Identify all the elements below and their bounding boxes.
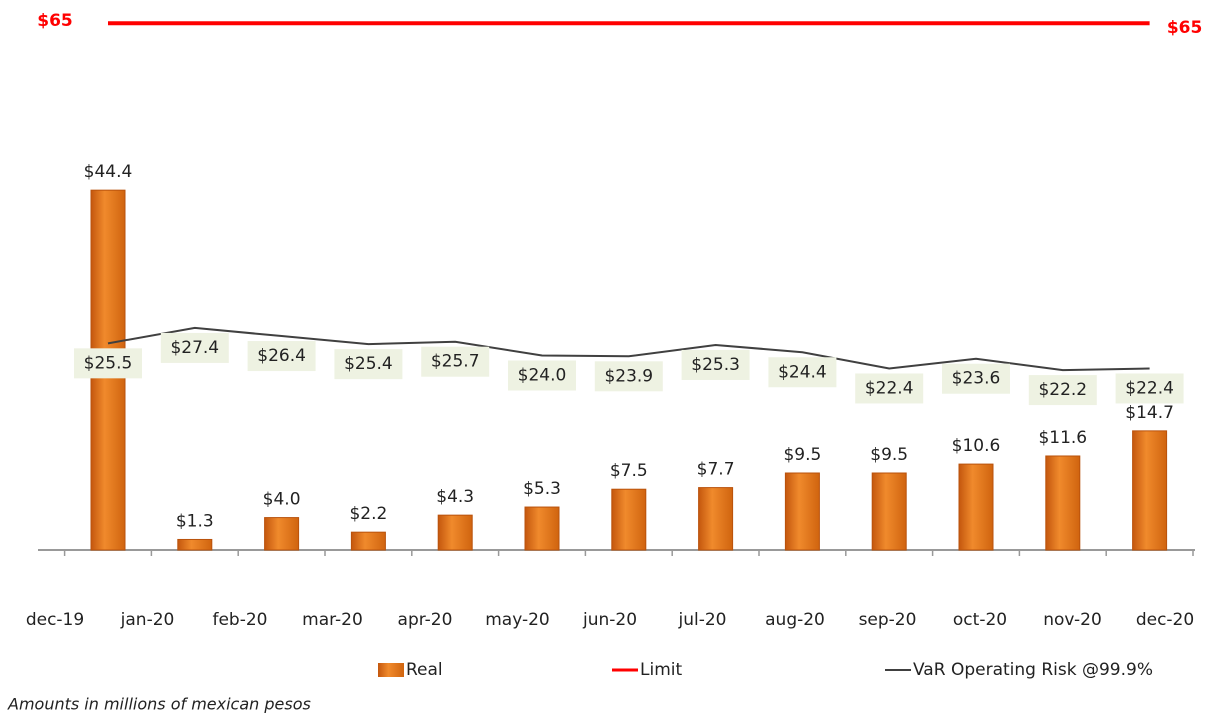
x-tick-label: may-20 <box>485 610 550 630</box>
limit-label: $65 <box>1167 18 1203 38</box>
data-label: $22.4 <box>1125 378 1174 398</box>
label-box <box>1115 373 1184 404</box>
bar <box>958 463 994 551</box>
x-tick-label: feb-20 <box>212 610 267 630</box>
data-label: $4.3 <box>436 487 474 507</box>
data-label: $22.2 <box>1038 380 1087 400</box>
data-label: $10.6 <box>952 436 1001 456</box>
legend-label: Real <box>406 660 443 680</box>
bar <box>437 514 473 551</box>
bar <box>784 472 820 551</box>
data-label: $26.4 <box>257 346 306 366</box>
bar <box>1045 455 1081 551</box>
x-tick-label: jul-20 <box>678 610 727 630</box>
label-box <box>421 346 490 377</box>
x-tick-label: aug-20 <box>765 610 825 630</box>
x-tick-label: sep-20 <box>859 610 917 630</box>
bar <box>611 488 647 551</box>
legend-label: Limit <box>640 660 682 680</box>
x-tick-label: apr-20 <box>398 610 453 630</box>
x-tick-label: jun-20 <box>582 610 637 630</box>
data-label: $11.6 <box>1038 428 1087 448</box>
legend-label: VaR Operating Risk @99.9% <box>913 660 1153 680</box>
data-label: $27.4 <box>170 338 219 358</box>
data-label: $7.7 <box>697 460 735 480</box>
data-label: $24.0 <box>518 365 567 385</box>
data-label: $9.5 <box>783 445 821 465</box>
x-tick-label: oct-20 <box>953 610 1007 630</box>
bar <box>177 538 213 551</box>
data-label: $9.5 <box>870 445 908 465</box>
data-label: $22.4 <box>865 378 914 398</box>
label-box <box>74 348 142 379</box>
bar <box>698 487 734 551</box>
label-box <box>160 332 229 363</box>
label-box <box>942 363 1010 394</box>
data-label: $25.7 <box>431 352 480 372</box>
label-box <box>681 349 750 380</box>
data-label: $7.5 <box>610 461 648 481</box>
bar <box>1132 430 1168 551</box>
data-label: $1.3 <box>176 511 214 531</box>
data-label: $5.3 <box>523 479 561 499</box>
legend-swatch <box>378 663 404 677</box>
data-label: $25.3 <box>691 355 740 375</box>
x-tick-label: dec-20 <box>1136 610 1194 630</box>
data-label: $4.0 <box>263 490 301 510</box>
x-tick-label: mar-20 <box>302 610 363 630</box>
bar <box>871 472 907 551</box>
label-box <box>855 373 924 404</box>
bar <box>264 517 300 551</box>
label-box <box>768 357 837 388</box>
data-label: $44.4 <box>84 162 133 182</box>
label-box <box>594 361 663 392</box>
label-box <box>334 349 403 380</box>
bar <box>524 506 560 551</box>
data-label: $23.6 <box>952 369 1001 389</box>
var-line <box>107 326 1150 372</box>
x-tick-label: dec-19 <box>26 610 84 630</box>
data-label: $2.2 <box>349 504 387 524</box>
data-label: $25.4 <box>344 354 393 374</box>
data-label: $23.9 <box>604 366 653 386</box>
footnote: Amounts in millions of mexican pesos <box>7 695 311 714</box>
data-label: $14.7 <box>1125 403 1174 423</box>
data-label: $24.4 <box>778 362 827 382</box>
x-tick-label: jan-20 <box>120 610 175 630</box>
bar <box>350 531 386 551</box>
limit-label: $65 <box>37 11 73 31</box>
x-tick-label: nov-20 <box>1043 610 1102 630</box>
label-box <box>247 341 316 372</box>
label-box <box>508 360 576 391</box>
data-label: $25.5 <box>84 353 133 373</box>
label-box <box>1028 375 1097 406</box>
